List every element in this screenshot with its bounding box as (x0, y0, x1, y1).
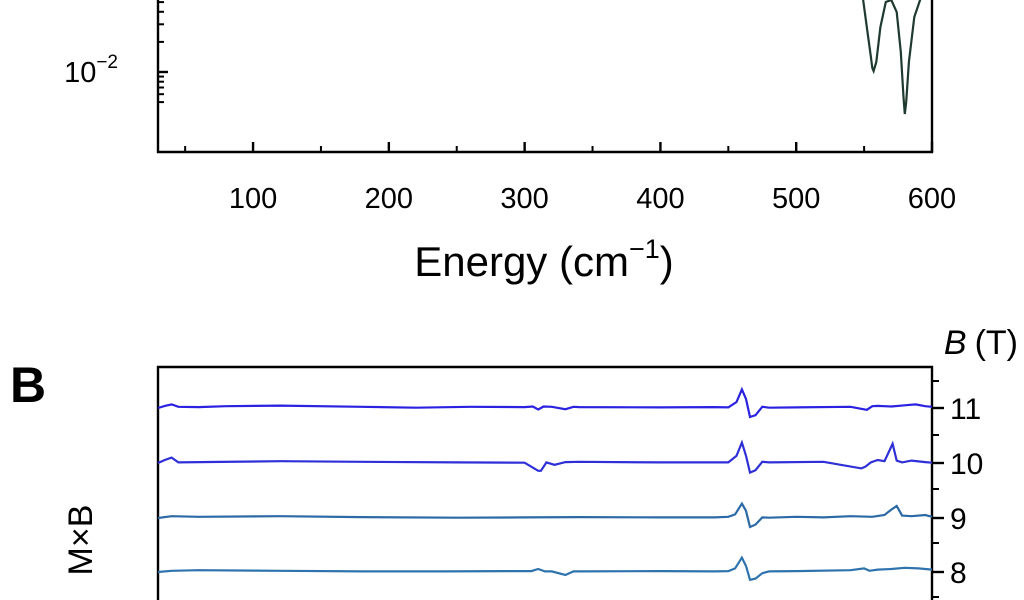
panel-a-y-tick-label: 10−2 (64, 52, 118, 89)
panel-a-x-tick-labels: 100 200 300 400 500 600 (229, 183, 956, 215)
panel-a: 10−2 100 200 300 400 500 600 Energy (cm−1) (64, 0, 956, 285)
panel-a-x-tick-label: 500 (772, 183, 820, 215)
panel-b-series-line-10 (157, 439, 933, 475)
panel-a-x-tick-label: 400 (636, 183, 684, 215)
panel-b: B B (T) M×B 11 10 9 8 (10, 324, 1018, 600)
panel-b-series-line-11 (157, 386, 933, 419)
panel-b-series-line-8 (157, 555, 933, 582)
panel-b-right-tick-label: 9 (950, 503, 967, 536)
panel-a-plot-area (862, 0, 922, 115)
panel-a-x-axis-title: Energy (cm−1) (414, 234, 674, 285)
panel-a-y-ticks (158, 1, 168, 104)
panel-a-x-tick-label: 300 (500, 183, 548, 215)
panel-b-left-axis-label: M×B (62, 505, 100, 576)
panel-b-right-tick-label: 8 (950, 557, 967, 590)
panel-a-series-line-0 (862, 0, 922, 115)
panel-b-right-tick-label: 11 (950, 393, 981, 426)
panel-a-x-tick-label: 600 (908, 183, 956, 215)
panel-a-x-tick-label: 100 (229, 183, 277, 215)
panel-b-right-axis-title: B (T) (944, 324, 1018, 362)
panel-b-right-ticks: 11 10 9 8 (932, 380, 983, 598)
panel-b-series-line-9 (157, 501, 933, 529)
panel-b-right-tick-label: 10 (950, 448, 983, 481)
panel-a-x-ticks (184, 142, 934, 152)
panel-b-label: B (10, 357, 46, 413)
panel-a-x-tick-label: 200 (365, 183, 413, 215)
panel-b-series-group (157, 386, 933, 582)
